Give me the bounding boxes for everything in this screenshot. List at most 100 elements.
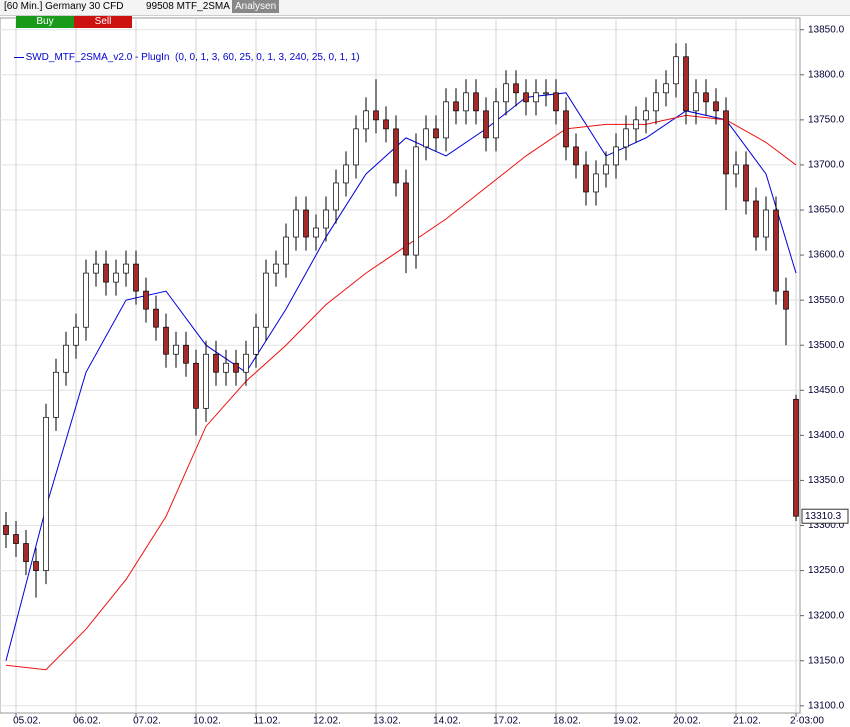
strategy: 99508 MTF_2SMA xyxy=(146,1,230,12)
y-tick-label: 13700.0 xyxy=(808,160,845,171)
x-tick-label: 07.02. xyxy=(133,716,161,727)
candle-body xyxy=(513,83,519,94)
candle-body xyxy=(473,92,479,112)
candle-body xyxy=(523,92,529,103)
candle-body xyxy=(663,83,669,94)
candle-body xyxy=(163,326,169,355)
candle-body xyxy=(613,146,619,166)
y-tick-label: 13100.0 xyxy=(808,700,845,711)
candle-body xyxy=(63,344,69,373)
candle-body xyxy=(773,209,779,292)
candle-body xyxy=(653,92,659,112)
candle-body xyxy=(593,173,599,193)
candle-body xyxy=(13,534,19,544)
candle-body xyxy=(543,92,549,95)
legend: SWD_MTF_2SMA_v2.0 - PlugIn (0, 0, 1, 3, … xyxy=(8,41,360,63)
candle-body xyxy=(713,101,719,112)
candle-body xyxy=(673,56,679,85)
candle-body xyxy=(313,227,319,238)
candle-body xyxy=(763,209,769,238)
candle-body xyxy=(373,110,379,121)
candle-body xyxy=(133,263,139,292)
candle-body xyxy=(333,182,339,211)
candle-body xyxy=(643,110,649,121)
candle-body xyxy=(683,56,689,112)
y-tick-label: 13200.0 xyxy=(808,610,845,621)
candle-body xyxy=(293,209,299,238)
x-tick-label: 17.02. xyxy=(493,716,521,727)
candle-body xyxy=(53,371,59,418)
candle-body xyxy=(363,110,369,130)
candle-body xyxy=(83,272,89,328)
candle-body xyxy=(393,128,399,184)
indicator-line xyxy=(5,92,797,661)
plot-area xyxy=(0,17,801,714)
candle-body xyxy=(103,263,109,283)
candle-body xyxy=(693,92,699,112)
candle-body xyxy=(203,353,209,409)
candle-body xyxy=(323,209,329,229)
candle-body xyxy=(243,353,249,373)
y-tick-label: 13650.0 xyxy=(808,205,845,216)
candle-body xyxy=(493,101,499,139)
candle-body xyxy=(3,525,9,535)
candle-body xyxy=(143,290,149,310)
candle-body xyxy=(633,119,639,130)
candle-body xyxy=(503,83,509,103)
y-tick-label: 13300.0 xyxy=(808,520,845,531)
candle-body xyxy=(753,200,759,238)
candle-body xyxy=(193,362,199,409)
x-tick-label: 18.02. xyxy=(553,716,581,727)
candle-body xyxy=(23,543,29,562)
candle-body xyxy=(703,92,709,103)
candle-body xyxy=(303,209,309,238)
candle-body xyxy=(273,263,279,274)
y-tick-label: 13350.0 xyxy=(808,475,845,486)
candle-body xyxy=(413,146,419,256)
candle-body xyxy=(463,92,469,112)
candle-body xyxy=(283,236,289,265)
x-tick-label: 12.02. xyxy=(313,716,341,727)
candle-body xyxy=(123,263,129,274)
candle-body xyxy=(563,110,569,148)
x-tick-label: 11.02. xyxy=(253,716,280,727)
sell-button[interactable]: Sell xyxy=(74,16,132,28)
candle-body xyxy=(583,164,589,193)
instrument: [60 Min.] Germany 30 CFD xyxy=(4,1,124,12)
candle-body xyxy=(183,344,189,364)
y-tick-label: 13150.0 xyxy=(808,655,845,666)
candle-body xyxy=(453,101,459,112)
x-tick-label: 05.02. xyxy=(13,716,41,727)
x-tick-label: 20.02. xyxy=(673,716,701,727)
candle-body xyxy=(403,182,409,256)
analysis-button[interactable]: Analysen xyxy=(232,0,280,13)
y-tick-label: 13550.0 xyxy=(808,295,845,306)
buy-button[interactable]: Buy xyxy=(16,16,74,28)
x-tick-label: 06.02. xyxy=(73,716,101,727)
candle-body xyxy=(33,561,39,571)
y-tick-label: 13750.0 xyxy=(808,115,845,126)
candle-body xyxy=(223,362,229,373)
x-tick-label: 13.02. xyxy=(373,716,401,727)
y-tick-label: 13500.0 xyxy=(808,340,845,351)
toolbar: [60 Min.] Germany 30 CFD 99508 MTF_2SMA … xyxy=(0,0,850,16)
candle-body xyxy=(233,362,239,373)
candle-body xyxy=(173,344,179,355)
last-price-label: 13310.3 xyxy=(805,511,842,522)
y-tick-label: 13450.0 xyxy=(808,385,845,396)
x-tick-label: 14.02. xyxy=(433,716,461,727)
y-tick-label: 13250.0 xyxy=(808,565,845,576)
legend-text: SWD_MTF_2SMA_v2.0 - PlugIn (0, 0, 1, 3, … xyxy=(25,52,360,63)
candle-body xyxy=(783,290,789,310)
last-price-box xyxy=(801,508,849,524)
candle-body xyxy=(73,326,79,346)
candle-body xyxy=(743,164,749,202)
candle-body xyxy=(43,416,49,571)
candle-body xyxy=(113,272,119,283)
x-tick-label: 10.02. xyxy=(193,716,221,727)
candle-body xyxy=(213,353,219,373)
candle-body xyxy=(423,128,429,148)
y-tick-label: 13850.0 xyxy=(808,24,845,35)
